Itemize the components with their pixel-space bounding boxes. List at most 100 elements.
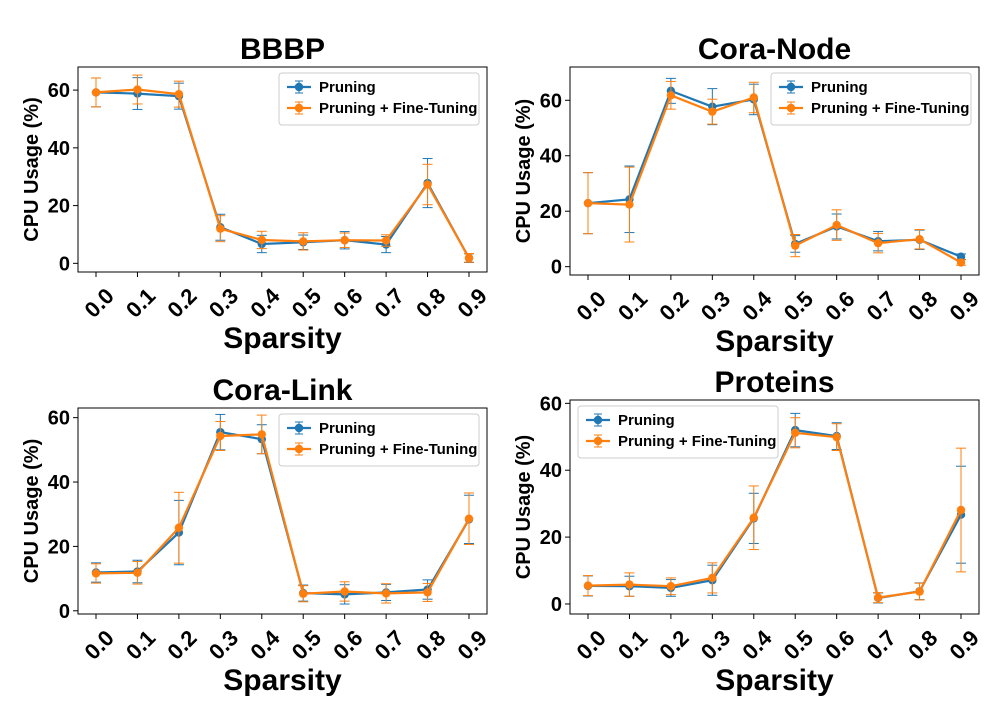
- y-tick-label: 60: [48, 408, 70, 430]
- legend-label: Pruning + Fine-Tuning: [319, 441, 477, 458]
- legend-box: [770, 72, 972, 126]
- x-tick-label: 0.5: [779, 286, 818, 325]
- data-point: [464, 514, 474, 523]
- x-tick-label: 0.5: [779, 625, 818, 664]
- y-tick-label: 20: [540, 527, 562, 549]
- x-axis-label: Sparsity: [715, 325, 834, 358]
- data-point: [216, 431, 225, 441]
- x-tick-label: 0.3: [696, 286, 735, 325]
- y-tick-label: 60: [540, 90, 562, 112]
- data-point: [791, 241, 800, 250]
- x-tick-label: 0.4: [245, 625, 285, 665]
- y-axis-label: CPU Usage (%): [513, 435, 535, 579]
- legend-label: Pruning + Fine-Tuning: [319, 100, 477, 117]
- legend-item: Pruning + Fine-Tuning: [779, 100, 969, 117]
- x-tick-label: 0.7: [370, 283, 409, 322]
- legend-item: Pruning + Fine-Tuning: [287, 100, 477, 117]
- data-point: [666, 582, 676, 591]
- x-tick-label: 0.2: [654, 286, 693, 325]
- x-tick-label: 0.4: [737, 625, 777, 665]
- x-tick-label: 0.4: [737, 286, 777, 326]
- data-point: [915, 587, 924, 596]
- legend-item: Pruning + Fine-Tuning: [287, 441, 477, 458]
- x-axis-label: Sparsity: [223, 664, 342, 697]
- data-point: [956, 252, 966, 261]
- x-tick-label: 0.6: [328, 625, 367, 664]
- legend-box: [577, 405, 779, 459]
- y-tick-label: 20: [540, 201, 562, 223]
- legend: Pruning Pruning + Fine-Tuning: [577, 405, 779, 459]
- y-tick-label: 20: [48, 536, 70, 558]
- legend-item: Pruning + Fine-Tuning: [586, 433, 776, 450]
- x-tick-label: 0.0: [572, 286, 611, 325]
- x-tick-label: 0.9: [945, 286, 984, 325]
- legend-item: Pruning: [586, 412, 675, 429]
- y-tick-label: 60: [48, 80, 70, 102]
- data-point: [423, 180, 432, 189]
- x-tick-label: 0.8: [903, 286, 942, 325]
- legend-label: Pruning: [319, 420, 376, 437]
- x-tick-label: 0.0: [572, 625, 611, 664]
- data-point: [174, 89, 184, 99]
- plot-frame: [569, 399, 980, 615]
- y-tick-label: 60: [540, 393, 562, 415]
- data-point: [956, 505, 966, 515]
- data-point: [749, 93, 758, 102]
- data-point: [340, 236, 349, 245]
- x-tick-label: 0.8: [411, 625, 450, 664]
- data-point: [625, 200, 634, 209]
- data-point: [791, 428, 800, 437]
- legend-label: Pruning + Fine-Tuning: [811, 100, 969, 117]
- x-tick-label: 0.2: [162, 625, 201, 664]
- y-axis-label: CPU Usage (%): [21, 97, 43, 241]
- data-point: [666, 91, 676, 100]
- chart-panel-3: Cora-Link 0 20 40 60 0.0 0.1 0.2 0.3 0.4 0.5 0.6 0.7…: [21, 374, 492, 697]
- series-pruning-fine-tuning: [91, 414, 474, 604]
- y-tick-label: 40: [540, 460, 562, 482]
- data-point: [625, 580, 634, 589]
- legend-label: Pruning: [319, 79, 376, 96]
- data-point: [708, 573, 717, 583]
- x-tick-label: 0.7: [862, 625, 901, 664]
- y-axis-label: CPU Usage (%): [21, 439, 43, 583]
- x-tick-label: 0.3: [696, 625, 735, 664]
- plot-frame: [569, 66, 980, 276]
- x-tick-label: 0.1: [613, 625, 652, 664]
- legend: Pruning Pruning + Fine-Tuning: [278, 413, 480, 467]
- data-point: [956, 258, 966, 267]
- legend-label: Pruning: [811, 79, 868, 96]
- x-axis-label: Sparsity: [223, 322, 342, 355]
- series-pruning-fine-tuning: [91, 74, 474, 263]
- x-tick-label: 0.5: [287, 283, 326, 322]
- data-point: [133, 568, 142, 577]
- data-point: [583, 581, 593, 590]
- x-tick-label: 0.1: [121, 283, 160, 322]
- data-point: [257, 430, 266, 439]
- y-tick-label: 40: [48, 138, 70, 160]
- y-tick-label: 20: [48, 196, 70, 218]
- legend: Pruning Pruning + Fine-Tuning: [278, 72, 480, 126]
- y-tick-label: 0: [551, 594, 562, 616]
- chart-title: Cora-Link: [212, 374, 352, 407]
- y-tick-label: 0: [551, 257, 562, 279]
- x-tick-label: 0.2: [654, 625, 693, 664]
- data-point: [299, 589, 308, 598]
- series-pruning-fine-tuning: [583, 80, 966, 267]
- data-point: [299, 237, 308, 246]
- data-point: [423, 588, 432, 597]
- data-point: [133, 85, 142, 94]
- chart-panel-2: Cora-Node 0 20 40 60 0.0 0.1 0.2 0.3 0.4 0.5 0.6 0.7…: [513, 33, 984, 358]
- y-tick-label: 40: [48, 472, 70, 494]
- x-tick-label: 0.5: [287, 625, 326, 664]
- data-point: [257, 235, 266, 245]
- chart-panel-1: BBBP 0 20 40 60 0.0 0.1 0.2 0.3 0.4 0.5 0.6 0.7 0.8 0.…: [21, 33, 492, 355]
- data-point: [381, 236, 391, 245]
- data-point: [464, 253, 474, 263]
- data-point: [174, 523, 184, 532]
- x-tick-label: 0.1: [121, 625, 160, 664]
- y-axis-label: CPU Usage (%): [513, 99, 535, 243]
- legend-label: Pruning: [618, 412, 675, 429]
- x-tick-label: 0.6: [820, 625, 859, 664]
